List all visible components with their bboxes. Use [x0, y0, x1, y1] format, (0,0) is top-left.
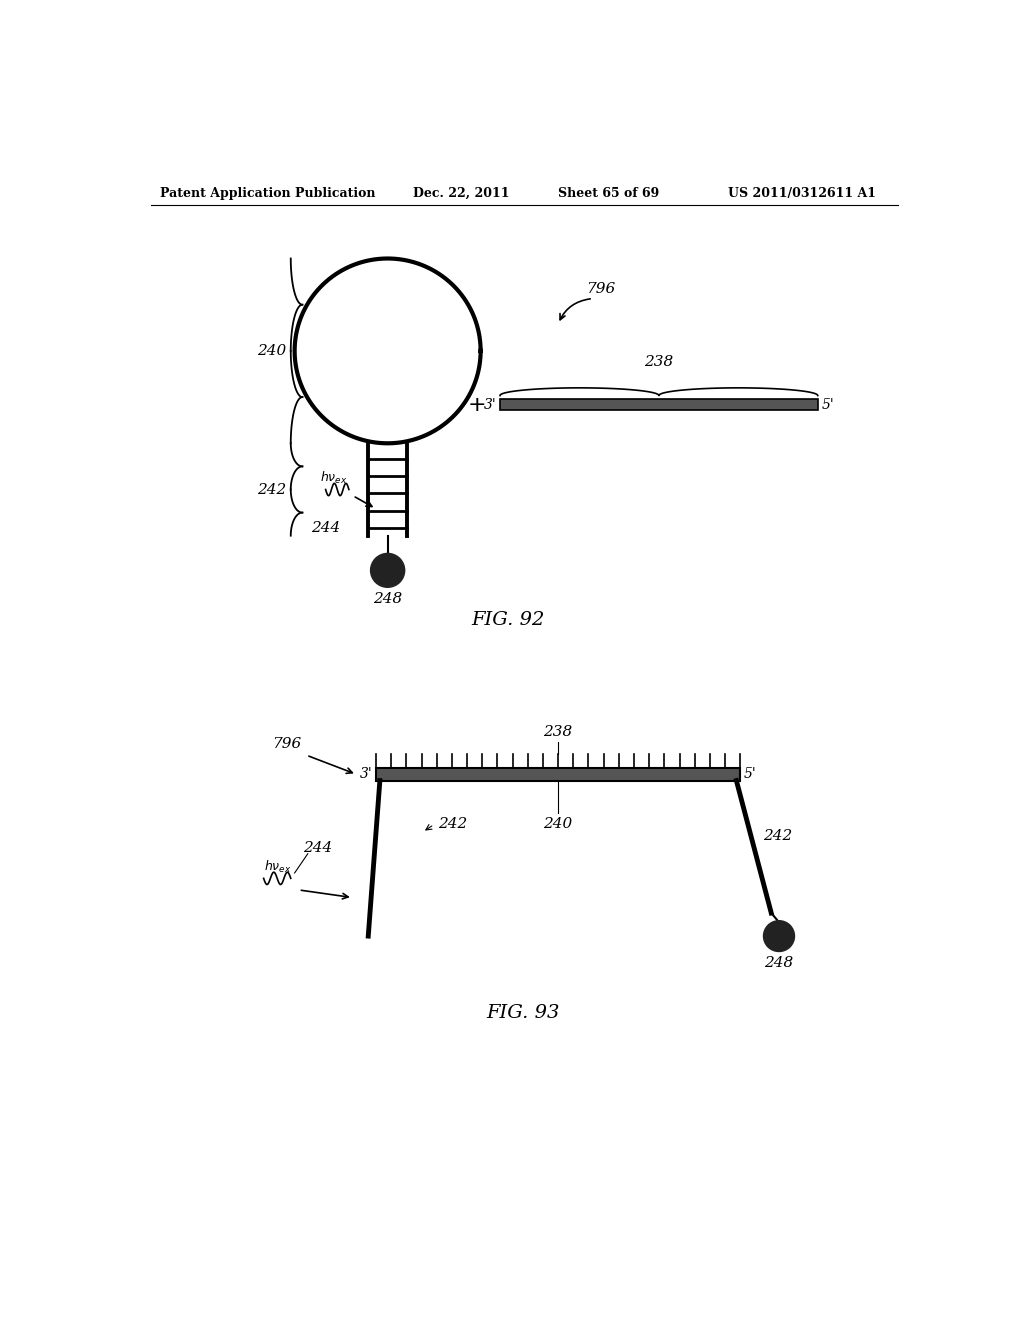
Text: Sheet 65 of 69: Sheet 65 of 69: [558, 186, 659, 199]
Text: 242: 242: [257, 483, 286, 496]
Text: 3': 3': [359, 767, 372, 781]
Text: 242: 242: [438, 817, 467, 832]
Text: 238: 238: [644, 355, 674, 370]
Text: 796: 796: [272, 737, 301, 751]
Text: 248: 248: [373, 591, 402, 606]
Text: Dec. 22, 2011: Dec. 22, 2011: [413, 186, 510, 199]
Text: 244: 244: [303, 841, 333, 854]
Text: 240: 240: [544, 817, 572, 832]
Text: Patent Application Publication: Patent Application Publication: [160, 186, 375, 199]
Text: 242: 242: [764, 829, 793, 843]
Bar: [500, 400, 818, 411]
Bar: [376, 768, 740, 780]
Text: US 2011/0312611 A1: US 2011/0312611 A1: [728, 186, 877, 199]
Text: FIG. 93: FIG. 93: [486, 1005, 560, 1022]
Text: FIG. 92: FIG. 92: [471, 611, 545, 630]
Text: $h\nu_{ex}$: $h\nu_{ex}$: [319, 470, 347, 486]
Text: 238: 238: [544, 725, 572, 739]
Text: $h\nu_{ex}$: $h\nu_{ex}$: [264, 859, 292, 875]
Text: 248: 248: [764, 956, 794, 970]
Text: 5': 5': [744, 767, 757, 781]
Circle shape: [764, 921, 795, 952]
Text: 3': 3': [483, 397, 496, 412]
Text: +: +: [467, 395, 486, 414]
Text: 796: 796: [586, 282, 615, 296]
Text: 5': 5': [821, 397, 835, 412]
Circle shape: [371, 553, 404, 587]
Text: 240: 240: [257, 345, 286, 358]
Text: 244: 244: [311, 521, 340, 535]
